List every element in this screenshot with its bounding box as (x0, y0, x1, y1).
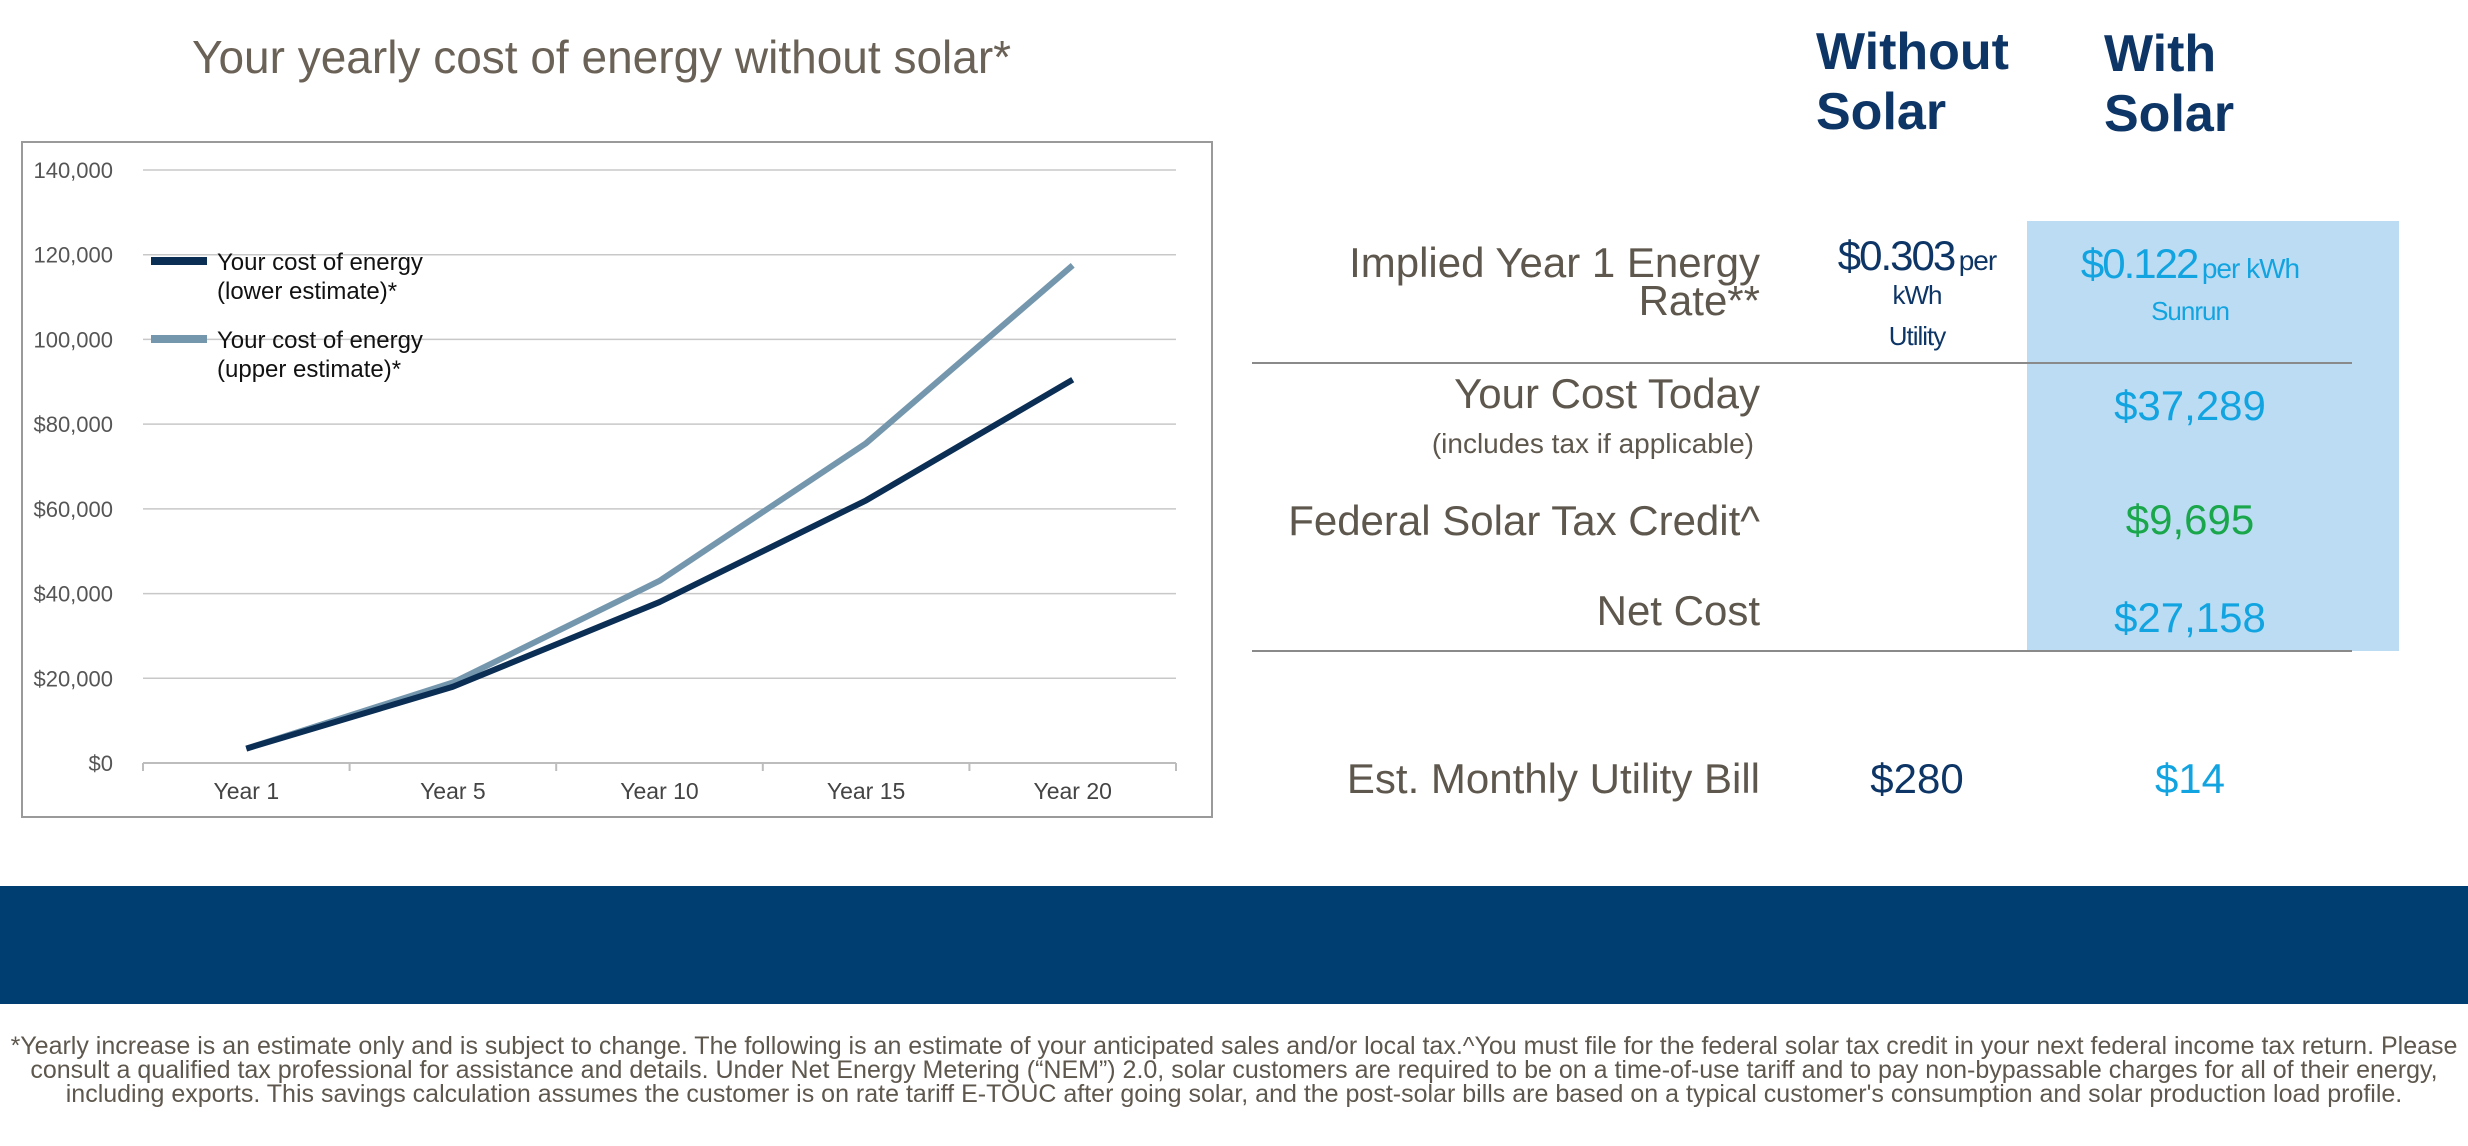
label-monthly-bill: Est. Monthly Utility Bill (1346, 755, 1760, 802)
chart-frame: $0 $20,000 $40,000 $60,000 $80,000 100,000 120… (21, 141, 1213, 818)
rate-with-provider: Sunrun (2151, 296, 2230, 326)
label-cost-today: Your Cost Today (1454, 370, 1760, 417)
x-tick-label: Year 20 (1033, 778, 1111, 804)
label-net-cost: Net Cost (1596, 587, 1760, 634)
rate-without-solar: $0.303 per kWh Utility (1817, 232, 2017, 352)
chart-title: Your yearly cost of energy without solar… (192, 31, 1012, 83)
x-tick-label: Year 10 (620, 778, 698, 804)
y-tick-label: $60,000 (33, 497, 113, 522)
x-tick-label: Year 5 (420, 778, 486, 804)
x-tick-label: Year 15 (827, 778, 905, 804)
x-axis: $0 $20,000 $40,000 $60,000 $80,000 100,000 120… (33, 158, 1177, 804)
monthly-bill-with-solar: $14 (2154, 755, 2226, 802)
header-with-line2: Solar (2104, 85, 2235, 143)
rate-with-unit: per kWh (2201, 253, 2300, 284)
header-with-solar: With Solar (2104, 24, 2234, 144)
chart-legend: Your cost of energy(lower estimate)*Your… (151, 249, 423, 383)
chart-series (245, 263, 1075, 752)
label-tax-credit: Federal Solar Tax Credit^ (1288, 497, 1760, 544)
rate-without-value: $0.303 (1837, 232, 1956, 279)
rate-with-solar: $0.122 per kWh Sunrun (2030, 240, 2350, 327)
with-solar-panel (2027, 221, 2399, 651)
label-energy-rate-line1: Implied Year 1 Energy (1349, 239, 1760, 286)
header-without-line2: Solar (1816, 83, 1947, 141)
rate-without-unit-per: per (1958, 245, 1997, 276)
y-tick-label: $40,000 (33, 582, 113, 607)
table-divider (1252, 650, 2352, 652)
legend-label: Your cost of energy (217, 327, 423, 354)
legend-label: Your cost of energy (217, 249, 423, 276)
tax-credit-with-solar: $9,695 (2125, 496, 2255, 543)
y-tick-label: $20,000 (33, 666, 113, 691)
y-tick-label: 120,000 (33, 243, 113, 268)
line-chart: $0 $20,000 $40,000 $60,000 $80,000 100,000 120… (33, 158, 1177, 804)
monthly-bill-without-solar: $280 (1870, 755, 1964, 802)
y-tick-label: $80,000 (33, 412, 113, 437)
table-divider (1252, 362, 2352, 364)
x-tick-label: Year 1 (213, 778, 279, 804)
header-without-solar: Without Solar (1816, 22, 2009, 142)
y-tick-label: 140,000 (33, 158, 113, 183)
header-with-line1: With (2104, 25, 2217, 83)
cost-today-with-solar: $37,289 (2114, 382, 2266, 429)
y-tick-label: 100,000 (33, 327, 113, 352)
rate-without-unit-kwh: kWh (1892, 280, 1943, 310)
net-cost-with-solar: $27,158 (2114, 594, 2266, 641)
header-without-line1: Without (1816, 23, 2009, 81)
footer-band (0, 886, 2468, 1004)
chart-grid (143, 169, 1176, 680)
label-energy-rate-line2: Rate** (1638, 277, 1760, 324)
legend-label: (lower estimate)* (217, 278, 397, 305)
rate-without-provider: Utility (1888, 321, 1947, 351)
label-cost-today-note: (includes tax if applicable) (1431, 428, 1754, 459)
label-energy-rate: Implied Year 1 Energy Rate** (1349, 239, 1760, 324)
y-tick-label: $0 (89, 751, 113, 776)
legend-label: (upper estimate)* (217, 356, 401, 383)
rate-with-value: $0.122 (2080, 240, 2199, 287)
series-line-lower-estimate (245, 377, 1075, 752)
footnote: *Yearly increase is an estimate only and… (10, 1032, 2458, 1108)
